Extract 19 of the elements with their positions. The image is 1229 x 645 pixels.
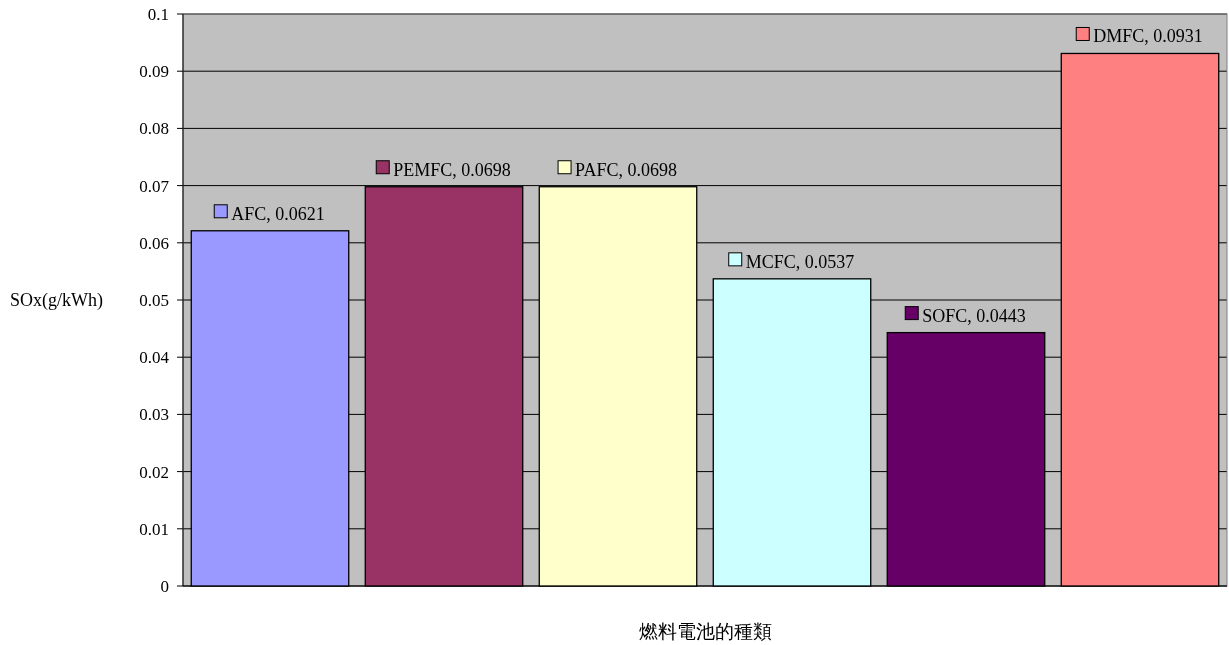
y-tick-label: 0.09: [139, 62, 169, 82]
data-label: DMFC, 0.0931: [1093, 26, 1203, 47]
y-tick-label: 0.03: [139, 405, 169, 425]
data-label: MCFC, 0.0537: [745, 251, 855, 272]
y-tick-label: 0.02: [139, 462, 169, 482]
data-label: AFC, 0.0621: [231, 203, 325, 224]
data-label: PEMFC, 0.0698: [393, 159, 511, 180]
data-label: PAFC, 0.0698: [575, 159, 677, 180]
y-tick-label: 0.05: [139, 291, 169, 310]
data-label: SOFC, 0.0443: [922, 305, 1026, 326]
y-tick-label: 0.01: [139, 519, 169, 539]
y-tick-label: 0: [160, 577, 169, 596]
y-tick-label: 0.04: [139, 348, 170, 368]
y-tick-label: 0.1: [147, 5, 169, 24]
y-tick-label: 0.06: [139, 233, 169, 253]
y-tick-label: 0.07: [139, 176, 170, 196]
y-tick-label: 0.08: [139, 119, 169, 139]
y-axis-title: SOx(g/kWh): [10, 290, 103, 311]
x-axis-title: 燃料電池的種類: [638, 620, 772, 642]
